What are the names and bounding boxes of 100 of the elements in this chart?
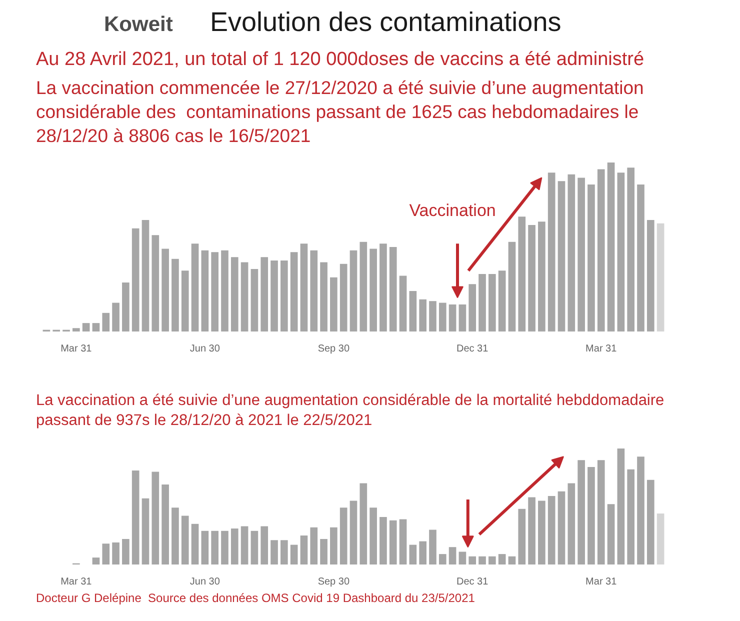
bar [627, 469, 634, 564]
chart-title: Evolution des contaminations [210, 6, 562, 39]
bar [240, 526, 248, 564]
bar [429, 301, 436, 332]
bar [330, 527, 338, 564]
bar [320, 262, 328, 332]
x-tick-label: Sep 30 [318, 344, 350, 354]
bar [538, 222, 546, 332]
bar [409, 290, 417, 332]
bar [221, 530, 228, 564]
bar [488, 556, 496, 564]
bar [578, 178, 585, 332]
bar [132, 470, 140, 564]
bar [419, 541, 426, 564]
bar [646, 220, 654, 332]
bar [409, 544, 417, 564]
x-tick-label: Mar 31 [60, 344, 92, 354]
bar [518, 216, 526, 332]
bar [310, 527, 318, 564]
bar [498, 554, 506, 564]
bar [152, 235, 160, 332]
x-tick-label: Mar 31 [586, 344, 618, 354]
text: Au 28 Avril 2021, un total of 1 120 000doses de vaccins a été administré [35, 48, 646, 72]
bar [132, 228, 140, 332]
bar [389, 247, 397, 332]
bar [172, 258, 179, 332]
bar [250, 530, 258, 564]
bar [152, 472, 160, 564]
bar [597, 460, 605, 564]
bar [142, 220, 150, 332]
bar [617, 172, 625, 332]
bar [458, 552, 466, 564]
bar [340, 508, 348, 564]
x-tick-label: Jun 30 [190, 344, 220, 354]
bar [360, 483, 368, 564]
bar [260, 526, 268, 564]
bar [488, 274, 496, 332]
bar [518, 508, 526, 564]
bar [290, 544, 298, 564]
bar [468, 284, 476, 332]
text: Koweit [104, 12, 173, 38]
bar [340, 264, 348, 332]
bar [72, 328, 80, 332]
bar [637, 456, 644, 564]
bar [82, 323, 90, 332]
bar [201, 530, 209, 564]
bar [142, 498, 150, 564]
x-tick-label: Mar 31 [586, 576, 618, 588]
bar [380, 244, 387, 332]
bar [162, 484, 169, 564]
bar [558, 491, 566, 564]
bar [438, 554, 446, 564]
x-tick-label: Jun 30 [190, 576, 220, 588]
x-tick-label: Dec 31 [456, 344, 489, 354]
bar [656, 223, 664, 332]
bar [508, 242, 516, 332]
bar [597, 169, 605, 332]
bar [468, 556, 476, 564]
bar [350, 250, 358, 332]
bar [320, 538, 328, 564]
text: Docteur G Delépine Source des données OMS Covid 19 Dashboard du 23/5/2021 [35, 591, 476, 607]
bar [181, 270, 189, 332]
bar [370, 248, 377, 332]
bar [250, 268, 258, 332]
bar [350, 500, 358, 564]
bar [102, 312, 110, 332]
bar [270, 260, 278, 332]
bar [211, 530, 218, 564]
bar [448, 304, 456, 332]
bar [102, 544, 110, 564]
bar [230, 528, 238, 564]
bar [399, 276, 407, 332]
bar [389, 520, 397, 564]
bar [607, 162, 615, 332]
bar [181, 516, 189, 564]
bar [92, 558, 100, 564]
bar [607, 504, 615, 564]
bar [578, 460, 585, 564]
bar [162, 248, 169, 332]
bar [112, 302, 120, 332]
bar [300, 536, 308, 564]
bar [360, 242, 368, 332]
bar [478, 556, 486, 564]
bar [260, 257, 268, 332]
bar [548, 496, 556, 564]
bar [92, 323, 100, 332]
bar [458, 304, 466, 332]
bar [191, 524, 199, 564]
annotation: Vaccination [409, 200, 496, 220]
bar [478, 274, 486, 332]
bar [588, 467, 595, 564]
bar [627, 168, 634, 332]
bar [122, 282, 130, 332]
bar [528, 225, 536, 332]
text: La vaccination a été suivie d’une augmentation considérable de la mortalité hebddomadaire passant de 937s le 28/12/20 à 2021 le 22/5/2021 [35, 391, 666, 432]
x-tick-label: Sep 30 [318, 576, 350, 588]
text: La vaccination commencée le 27/12/2020 a été suivie d’une augmentation considérable des contaminations passant de 1625 cas hebdomadaires le 28/12/20 à 8806 cas le 16/5/2021 [35, 76, 645, 148]
bar [280, 260, 288, 332]
bar [429, 530, 436, 564]
bar [528, 497, 536, 564]
